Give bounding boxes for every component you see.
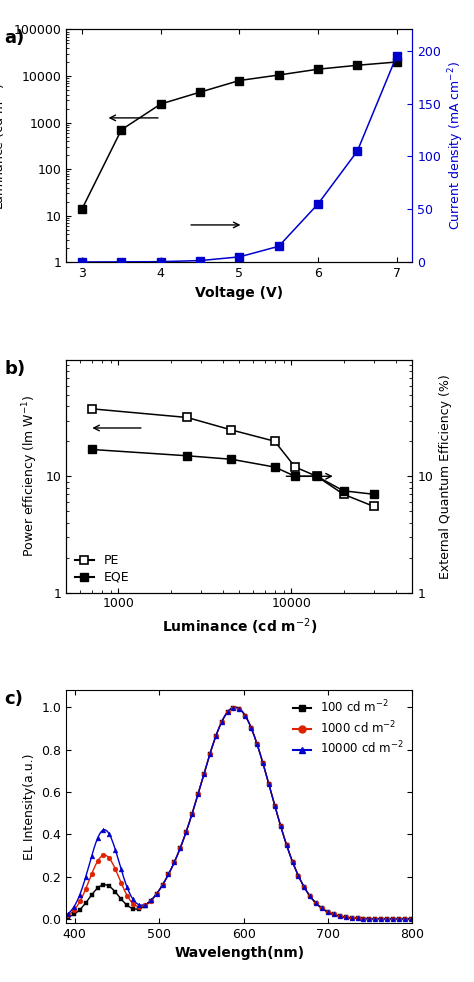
Y-axis label: Luminance (cd m$^{-2}$): Luminance (cd m$^{-2}$): [0, 82, 8, 209]
Y-axis label: EL Intensity(a.u.): EL Intensity(a.u.): [23, 753, 36, 860]
Text: a): a): [4, 29, 24, 47]
X-axis label: Wavelength(nm): Wavelength(nm): [174, 947, 304, 960]
Y-axis label: Power efficiency (lm W$^{-1}$): Power efficiency (lm W$^{-1}$): [20, 395, 40, 558]
X-axis label: Luminance (cd m$^{-2}$): Luminance (cd m$^{-2}$): [162, 616, 317, 636]
Y-axis label: Current density (mA cm$^{-2}$): Current density (mA cm$^{-2}$): [447, 61, 466, 231]
Legend: 100 cd m$^{-2}$, 1000 cd m$^{-2}$, 10000 cd m$^{-2}$: 100 cd m$^{-2}$, 1000 cd m$^{-2}$, 10000…: [291, 696, 407, 759]
Legend: PE, EQE: PE, EQE: [73, 552, 132, 586]
Y-axis label: External Quantum Efficiency (%): External Quantum Efficiency (%): [438, 374, 452, 578]
Text: c): c): [4, 690, 23, 708]
Text: b): b): [4, 360, 25, 378]
X-axis label: Voltage (V): Voltage (V): [195, 286, 283, 300]
